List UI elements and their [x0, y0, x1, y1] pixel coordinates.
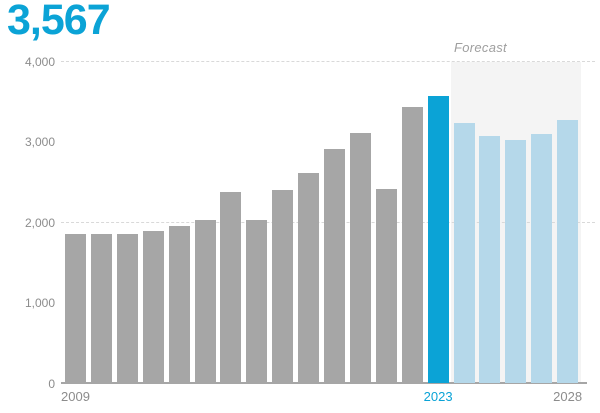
bar-2013[interactable] — [168, 226, 190, 384]
bar-2021[interactable] — [375, 188, 397, 384]
bar-2016[interactable] — [246, 220, 268, 384]
bar-2028[interactable] — [557, 120, 579, 384]
bar-2022[interactable] — [401, 107, 423, 384]
y-axis-tick-label: 0 — [48, 376, 55, 391]
bar-2018[interactable] — [298, 172, 320, 384]
bar-2011[interactable] — [116, 234, 138, 384]
bar-2027[interactable] — [531, 133, 553, 384]
bar-2012[interactable] — [142, 230, 164, 384]
x-axis-label-2028: 2028 — [553, 389, 583, 404]
bar-2015[interactable] — [220, 191, 242, 384]
headline-value: 3,567 — [7, 0, 111, 44]
bar-2014[interactable] — [194, 220, 216, 384]
bar-2026[interactable] — [505, 139, 527, 384]
bar-2023[interactable] — [427, 96, 449, 384]
bar-2020[interactable] — [349, 132, 371, 384]
x-axis-label-2009: 2009 — [61, 389, 90, 404]
y-axis-tick-label: 1,000 — [24, 296, 55, 310]
x-axis-label-2023: 2023 — [423, 389, 453, 404]
y-axis-tick-label: 2,000 — [24, 215, 55, 230]
y-axis-tick-label: 3,000 — [24, 135, 55, 149]
y-axis-tick-label: 4,000 — [24, 54, 55, 69]
bar-2017[interactable] — [272, 190, 294, 384]
forecast-annotation: Forecast — [454, 40, 507, 55]
bar-2024[interactable] — [453, 123, 475, 384]
bar-2009[interactable] — [65, 233, 86, 384]
gridline-4000 — [61, 60, 595, 62]
bar-2010[interactable] — [90, 233, 112, 384]
bar-2025[interactable] — [479, 136, 501, 384]
bar-2019[interactable] — [324, 149, 345, 384]
